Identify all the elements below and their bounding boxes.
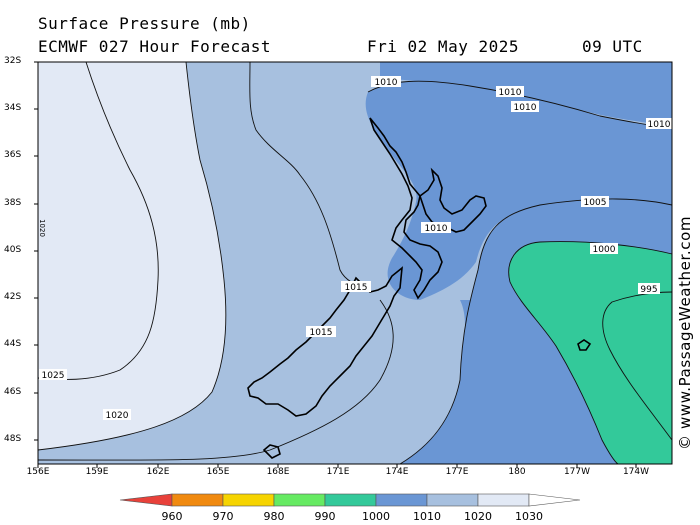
isobar-label: 1005 — [584, 198, 607, 208]
colorbar-cell — [426, 493, 479, 507]
lat-label: 48S — [4, 434, 22, 444]
colorbar-cell — [477, 493, 530, 507]
chatham-island — [577, 339, 592, 351]
site-credit: © www.PassageWeather.com — [676, 215, 694, 450]
lon-label: 177W — [563, 467, 591, 477]
lon-label: 168E — [266, 467, 290, 477]
lat-label: 34S — [4, 103, 22, 113]
isobar-label: 1010 — [425, 224, 448, 234]
colorbar-label: 980 — [263, 510, 285, 523]
isobar-label: 1000 — [593, 245, 616, 255]
isobar-label: 1010 — [375, 78, 398, 88]
band-1000-1010-north — [365, 81, 672, 300]
colorbar-label: 970 — [212, 510, 234, 523]
forecast-time: 09 UTC — [582, 37, 643, 56]
isobar-label: 1010 — [499, 88, 522, 98]
lat-label: 46S — [4, 387, 22, 397]
lat-label: 40S — [4, 245, 22, 255]
colorbar-label: 1020 — [464, 510, 492, 523]
lon-label: 177E — [445, 467, 469, 477]
colorbar-label: 1010 — [413, 510, 441, 523]
colorbar-label: 1000 — [362, 510, 390, 523]
isobar-label: 1025 — [42, 371, 65, 381]
lon-label: 156E — [26, 467, 50, 477]
colorbar-label: 990 — [314, 510, 336, 523]
isobar-label: 1020 — [106, 411, 129, 421]
lon-label: 165E — [206, 467, 230, 477]
map-title: Surface Pressure (mb) — [38, 14, 251, 33]
band-1020-1030 — [38, 62, 226, 450]
lat-label: 38S — [4, 198, 22, 208]
isobar-label: 1020 — [38, 219, 46, 237]
lon-label: 174E — [385, 467, 409, 477]
isobar-label: 1010 — [514, 103, 537, 113]
colorbar-label: 960 — [161, 510, 183, 523]
isobar-label: 1010 — [648, 120, 671, 130]
isobar-labels: 1010 1010 1010 1010 1005 1000 995 1010 1… — [38, 76, 672, 421]
colorbar-label: 1030 — [515, 510, 543, 523]
lon-label: 162E — [146, 467, 170, 477]
lat-label: 42S — [4, 292, 22, 302]
lat-label: 44S — [4, 339, 22, 349]
isobar-label: 995 — [640, 285, 657, 295]
isobar-label: 1015 — [345, 283, 368, 293]
lat-label: 32S — [4, 56, 22, 66]
colorbar-cell — [375, 493, 428, 507]
lon-label: 174W — [622, 467, 650, 477]
lon-label: 171E — [326, 467, 350, 477]
model-forecast-label: ECMWF 027 Hour Forecast — [38, 37, 272, 56]
colorbar-cell — [222, 493, 275, 507]
axis-ticks — [34, 61, 637, 468]
colorbar-cell — [273, 493, 326, 507]
colorbar-cell — [528, 493, 581, 507]
map-frame — [37, 61, 673, 465]
isobar-lines — [37, 61, 673, 465]
stewart-island — [262, 444, 281, 459]
colorbar-cell — [171, 493, 224, 507]
band-990-1000 — [508, 241, 672, 464]
isobar-label: 1015 — [310, 328, 333, 338]
colorbar-cell — [324, 493, 377, 507]
lon-label: 180 — [508, 467, 526, 477]
colorbar-cell — [119, 493, 173, 507]
lat-label: 36S — [4, 150, 22, 160]
colorbar — [119, 493, 581, 507]
lon-label: 159E — [85, 467, 109, 477]
forecast-date: Fri 02 May 2025 — [367, 37, 519, 56]
